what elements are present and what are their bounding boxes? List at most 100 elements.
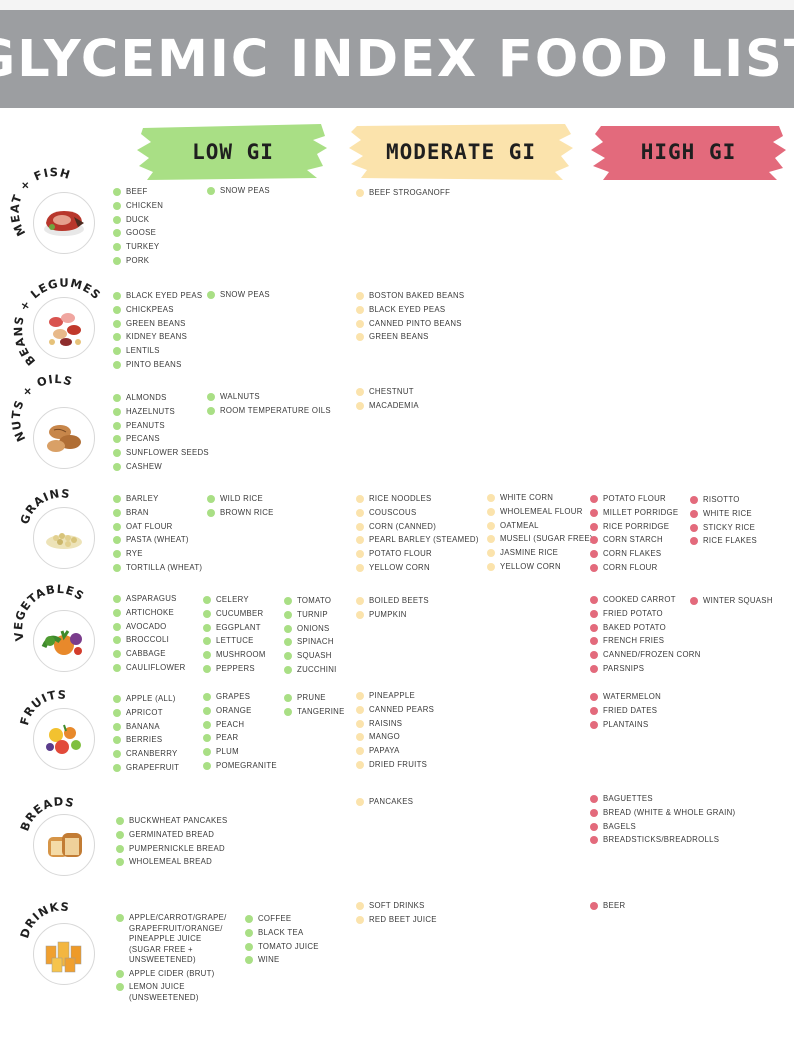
list-item: GERMINATED BREAD [116, 828, 228, 842]
list-item: BLACK TEA [245, 926, 319, 940]
list-item: FRIED DATES [590, 704, 661, 718]
list-item: BUCKWHEAT PANCAKES [116, 814, 228, 828]
high-gi-label: HIGH GI [640, 140, 737, 164]
list-item: LEMON JUICE (UNSWEETENED) [116, 981, 236, 1005]
list-item: APPLE CIDER (BRUT) [116, 968, 236, 982]
section-beans-legumes: BEANS + LEGUMES BLACK EYED PEAS CHICKPEA… [0, 276, 794, 380]
list-item: WHOLEMEAL FLOUR [487, 505, 593, 519]
nuts-icon [33, 407, 95, 469]
beans-icon [33, 297, 95, 359]
section-meat-fish: MEAT + FISH BEEF CHICKEN DUCK GOOSE TURK… [0, 165, 794, 276]
list-item: WHITE RICE [690, 507, 757, 521]
list-item: CRANBERRY [113, 747, 179, 761]
list-item: PRUNE [284, 691, 345, 705]
list-item: PEARL BARLEY (STEAMED) [356, 533, 479, 547]
list-item: SUNFLOWER SEEDS [113, 446, 209, 460]
list-item: CORN STARCH [590, 533, 678, 547]
list-item: BOSTON BAKED BEANS [356, 289, 464, 303]
list-item: OATMEAL [487, 519, 593, 533]
list-item: PINTO BEANS [113, 358, 202, 372]
list-item: BEEF [113, 185, 163, 199]
list-item: SOFT DRINKS [356, 899, 437, 913]
section-vegetables: VEGETABLES ASPARAGUS ARTICHOKE AVOCADO B… [0, 582, 794, 684]
list-item: TORTILLA (WHEAT) [113, 561, 202, 575]
list-item: RICE FLAKES [690, 534, 757, 548]
list-item: RYE [113, 547, 202, 561]
list-item: CASHEW [113, 460, 209, 474]
drinks-icon [33, 923, 95, 985]
list-item: HAZELNUTS [113, 405, 209, 419]
list-item: CELERY [203, 593, 266, 607]
list-item: KIDNEY BEANS [113, 330, 202, 344]
list-item: TANGERINE [284, 705, 345, 719]
list-item: RED BEET JUICE [356, 913, 437, 927]
list-item: TOMATO JUICE [245, 940, 319, 954]
list-item: MACADEMIA [356, 399, 419, 413]
list-item: PECANS [113, 432, 209, 446]
title-banner: GLYCEMIC INDEX FOOD LIST [0, 10, 794, 108]
low-gi-label: LOW GI [192, 140, 274, 164]
list-item: ASPARAGUS [113, 592, 186, 606]
list-item: BREAD (WHITE & WHOLE GRAIN) [590, 806, 735, 820]
list-item: DRIED FRUITS [356, 758, 434, 772]
list-item: SNOW PEAS [207, 184, 270, 198]
list-item: BAKED POTATO [590, 621, 701, 635]
list-item: WHITE CORN [487, 491, 593, 505]
list-item: COFFEE [245, 912, 319, 926]
list-item: BLACK EYED PEAS [113, 289, 202, 303]
list-item: ONIONS [284, 622, 337, 636]
list-item: CAULIFLOWER [113, 661, 186, 675]
top-strip [0, 0, 794, 10]
list-item: EGGPLANT [203, 621, 266, 635]
list-item: ROOM TEMPERATURE OILS [207, 404, 331, 418]
list-item: BANANA [113, 720, 179, 734]
list-item: CORN (CANNED) [356, 520, 479, 534]
list-item: APPLE/CARROT/GRAPE/ GRAPEFRUIT/ORANGE/ P… [116, 912, 236, 968]
bread-icon [33, 814, 95, 876]
list-item: GRAPEFRUIT [113, 761, 179, 775]
list-item: RICE PORRIDGE [590, 520, 678, 534]
list-item: CHICKPEAS [113, 303, 202, 317]
list-item: BEER [590, 899, 625, 913]
list-item: WALNUTS [207, 390, 331, 404]
list-item: WILD RICE [207, 492, 274, 506]
list-item: FRENCH FRIES [590, 634, 701, 648]
list-item: PEAR [203, 731, 277, 745]
vegetables-icon [33, 610, 95, 672]
list-item: COUSCOUS [356, 506, 479, 520]
list-item: DUCK [113, 213, 163, 227]
list-item: CANNED PINTO BEANS [356, 317, 464, 331]
list-item: TURNIP [284, 608, 337, 622]
list-item: PINEAPPLE [356, 689, 434, 703]
list-item: APRICOT [113, 706, 179, 720]
section-breads: BREADS BUCKWHEAT PANCAKES GERMINATED BRE… [0, 790, 794, 886]
list-item: BERRIES [113, 733, 179, 747]
list-item: JASMINE RICE [487, 546, 593, 560]
list-item: STICKY RICE [690, 521, 757, 535]
section-nuts-oils: NUTS + OILS ALMONDS HAZELNUTS PEANUTS PE… [0, 372, 794, 481]
list-item: CUCUMBER [203, 607, 266, 621]
list-item: PASTA (WHEAT) [113, 533, 202, 547]
list-item: PEPPERS [203, 662, 266, 676]
moderate-gi-header: MODERATE GI [349, 122, 573, 182]
list-item: LENTILS [113, 344, 202, 358]
list-item: SQUASH [284, 649, 337, 663]
high-gi-header: HIGH GI [591, 122, 786, 182]
section-grains: GRAINS BARLEY BRAN OAT FLOUR PASTA (WHEA… [0, 486, 794, 583]
list-item: CANNED/FROZEN CORN [590, 648, 701, 662]
list-item: ALMONDS [113, 391, 209, 405]
list-item: PUMPKIN [356, 608, 429, 622]
list-item: SNOW PEAS [207, 288, 270, 302]
list-item: BROWN RICE [207, 506, 274, 520]
section-drinks: DRINKS APPLE/CARROT/GRAPE/ GRAPEFRUIT/OR… [0, 897, 794, 1001]
list-item: COOKED CARROT [590, 593, 701, 607]
list-item: ZUCCHINI [284, 663, 337, 677]
list-item: ORANGE [203, 704, 277, 718]
list-item: SPINACH [284, 635, 337, 649]
list-item: CHICKEN [113, 199, 163, 213]
list-item: YELLOW CORN [356, 561, 479, 575]
list-item: GREEN BEANS [356, 330, 464, 344]
list-item: PARSNIPS [590, 662, 701, 676]
list-item: RISOTTO [690, 493, 757, 507]
list-item: PLANTAINS [590, 718, 661, 732]
